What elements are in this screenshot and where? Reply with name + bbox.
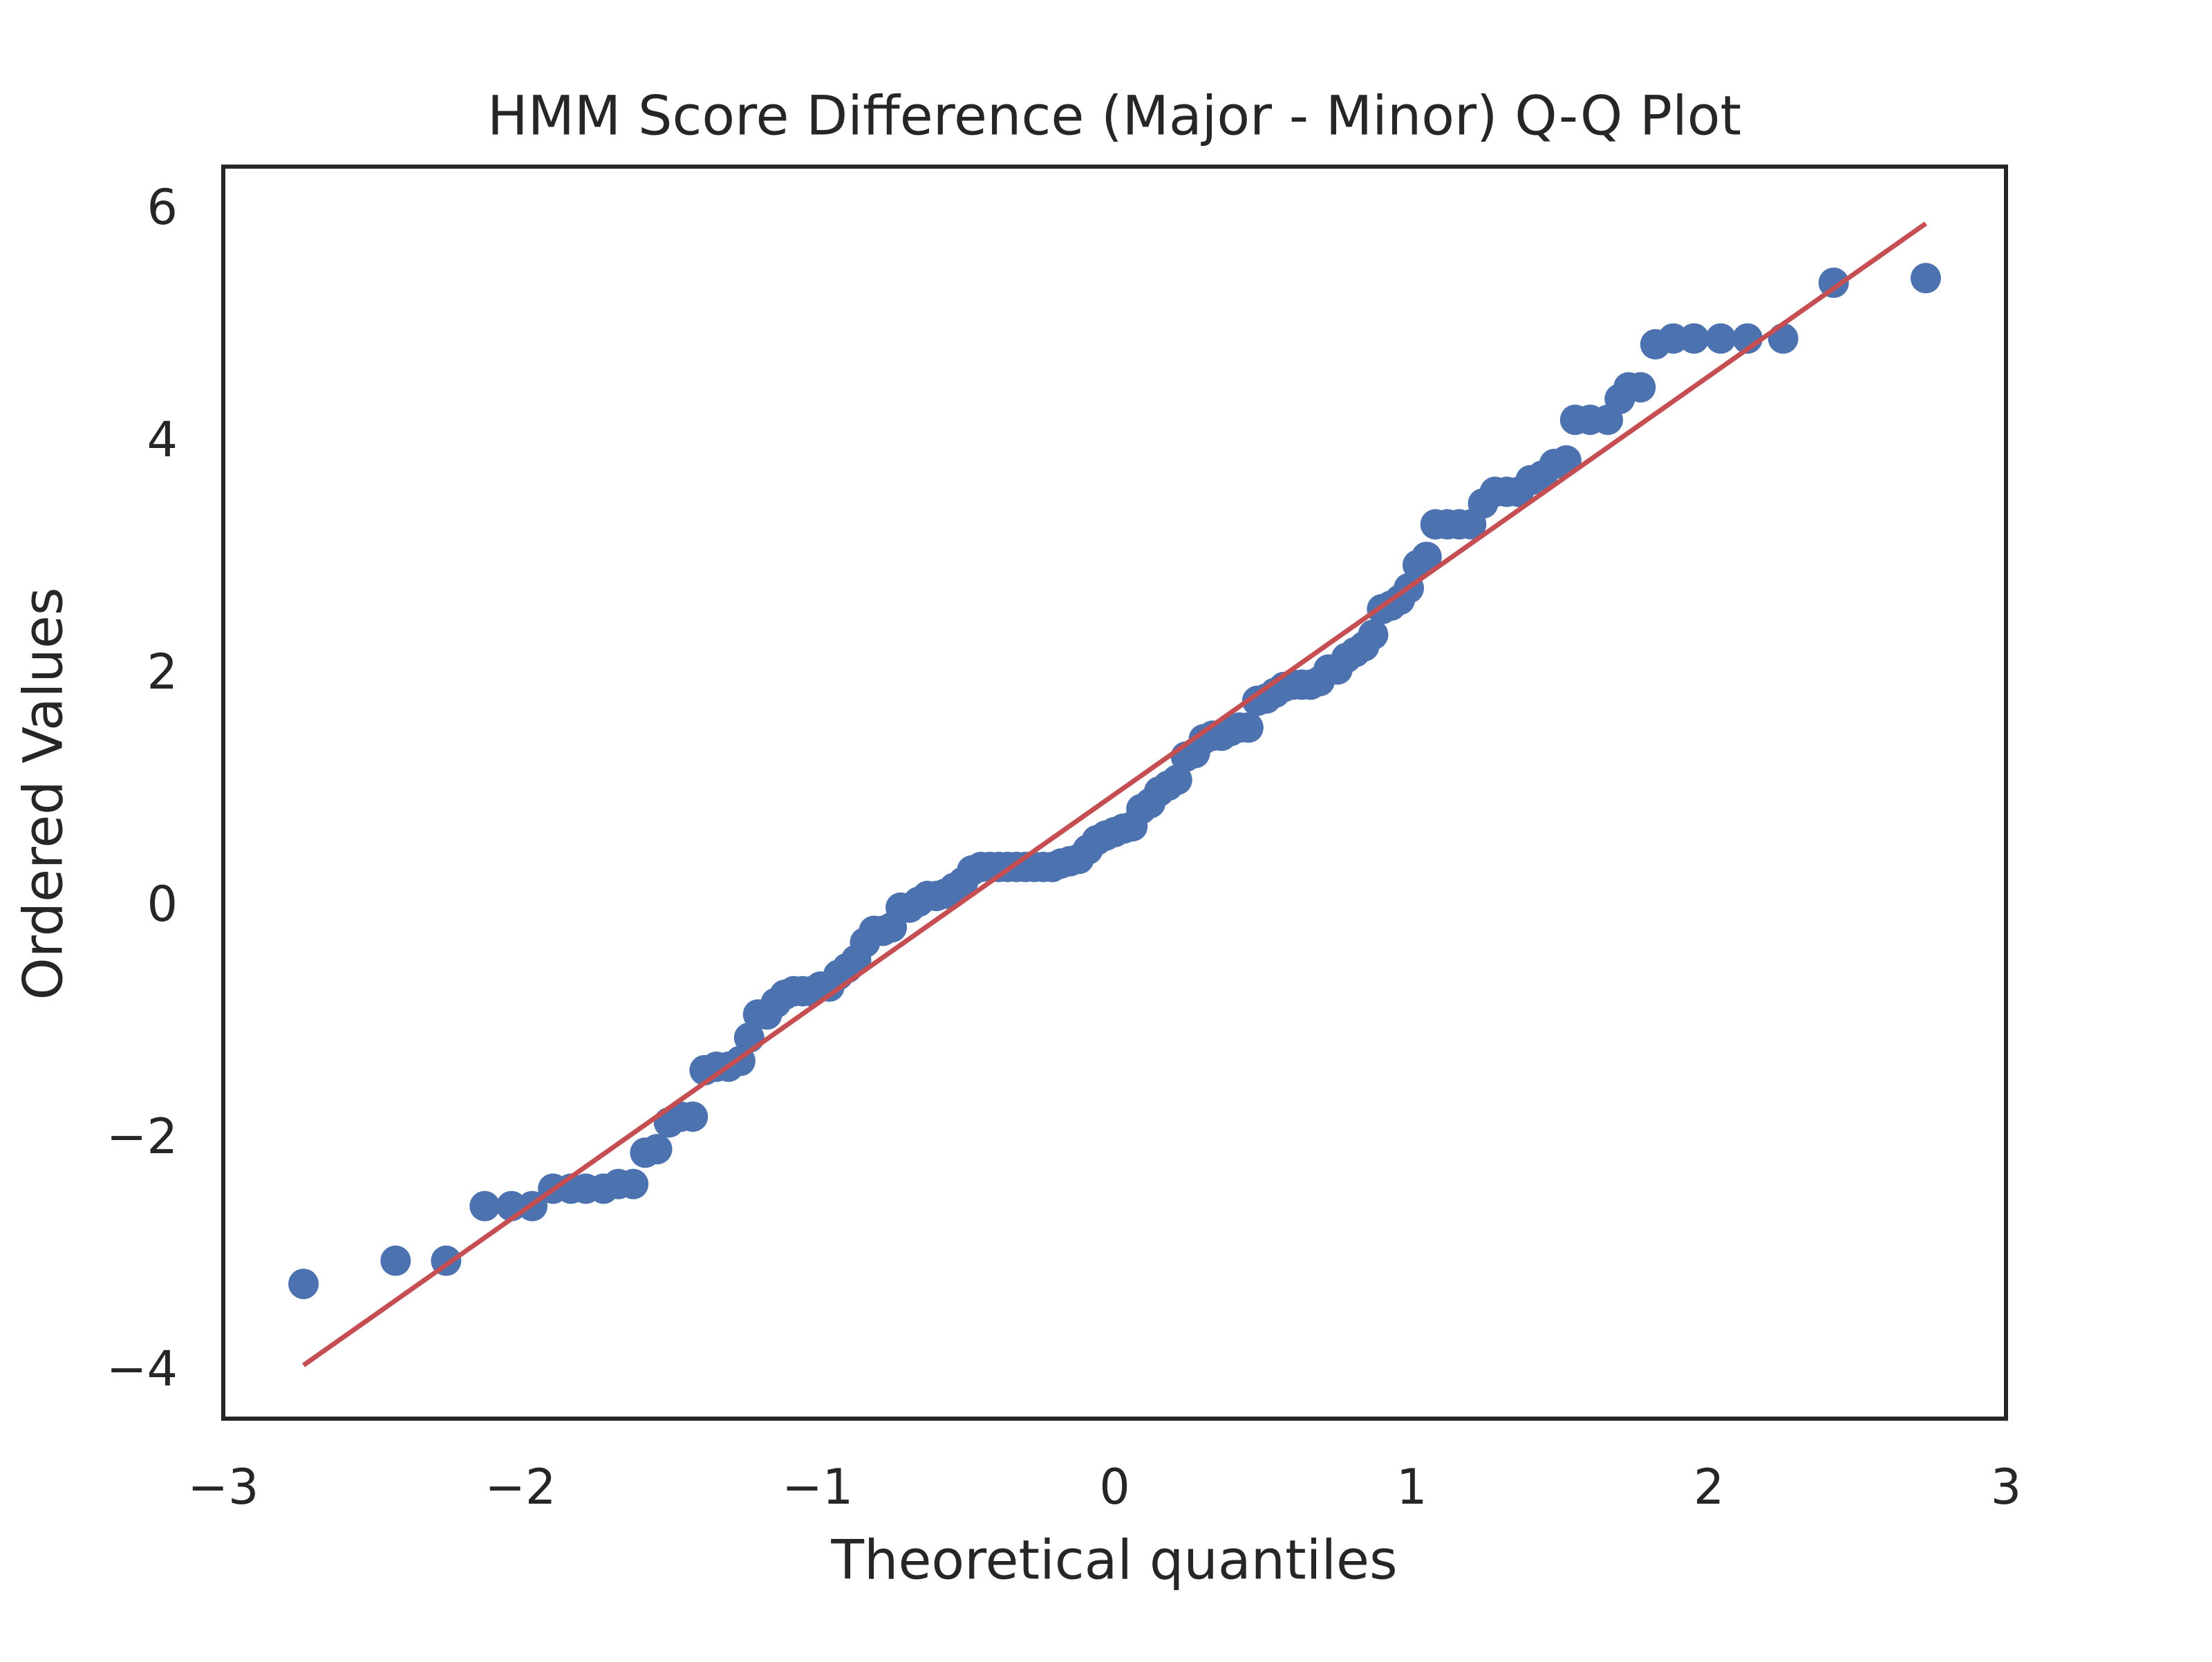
data-point: [1411, 541, 1442, 572]
data-point: [618, 1168, 649, 1199]
x-tick-label: 0: [1099, 1459, 1130, 1515]
y-tick-label: 4: [147, 411, 178, 468]
data-point: [1232, 712, 1264, 743]
x-tick-label: −1: [782, 1459, 853, 1515]
x-tick-label: 3: [1991, 1459, 2022, 1515]
data-point: [1161, 765, 1192, 796]
y-tick-label: 2: [147, 644, 178, 700]
data-point: [1658, 323, 1689, 354]
data-point: [1910, 263, 1941, 294]
x-tick-label: −2: [485, 1459, 556, 1515]
data-point: [469, 1191, 500, 1222]
y-tick-label: 0: [147, 876, 178, 933]
data-point: [1625, 372, 1656, 403]
data-point: [677, 1101, 709, 1132]
data-point: [288, 1269, 319, 1300]
x-axis-label: Theoretical quantiles: [830, 1529, 1397, 1591]
data-point: [1358, 619, 1389, 651]
data-point: [641, 1134, 673, 1165]
data-point: [1768, 323, 1799, 354]
y-tick-label: 6: [147, 179, 178, 236]
data-point: [1818, 267, 1849, 298]
y-tick-label: −4: [106, 1341, 178, 1397]
x-tick-label: −3: [187, 1459, 259, 1515]
data-point: [1678, 323, 1709, 354]
fit-line: [302, 221, 1927, 1367]
x-tick-label: 1: [1396, 1459, 1427, 1515]
x-tick-label: 2: [1694, 1459, 1725, 1515]
plot-frame: [221, 165, 2008, 1421]
data-point: [380, 1245, 411, 1276]
y-axis-label: Ordered Values: [12, 587, 75, 1000]
data-point: [1550, 445, 1582, 476]
data-point: [1705, 323, 1736, 354]
y-tick-label: −2: [106, 1108, 178, 1165]
chart-title: HMM Score Difference (Major - Minor) Q-Q…: [487, 85, 1741, 147]
